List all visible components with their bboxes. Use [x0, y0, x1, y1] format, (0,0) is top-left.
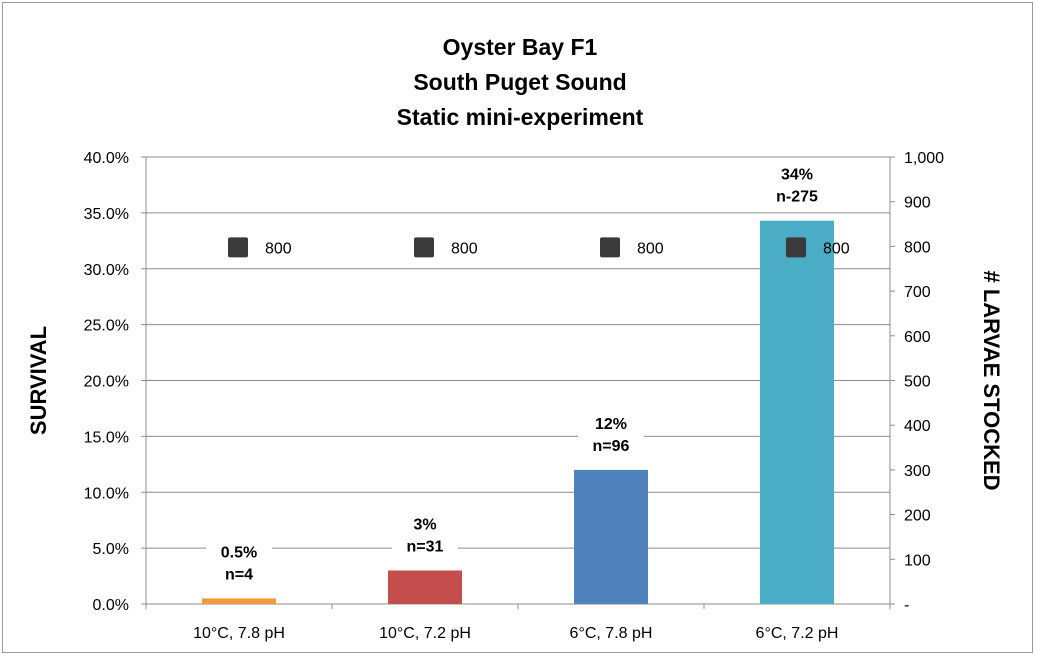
right-tick-label: 400	[904, 418, 931, 435]
marker-label: 800	[451, 240, 478, 257]
x-category-label: 10°C, 7.2 pH	[379, 625, 471, 642]
data-label: n-275	[776, 189, 818, 206]
bar-4	[760, 220, 834, 604]
data-label: n=96	[593, 438, 630, 455]
left-tick-label: 40.0%	[84, 150, 129, 167]
bar-3	[574, 469, 648, 604]
marker-label: 800	[823, 240, 850, 257]
right-tick-label: 800	[904, 239, 931, 256]
right-tick-label: 100	[904, 552, 931, 569]
survival-chart: Oyster Bay F1 South Puget Sound Static min…	[26, 34, 1004, 642]
right-tick-label: 900	[904, 195, 931, 212]
data-label: 34%	[781, 167, 813, 184]
marker-label: 800	[637, 240, 664, 257]
data-label-background	[206, 538, 272, 587]
left-tick-label: 30.0%	[84, 262, 129, 279]
left-tick-label: 35.0%	[84, 206, 129, 223]
right-tick-label: 700	[904, 284, 931, 301]
right-tick-label: 600	[904, 329, 931, 346]
chart-title-line: Oyster Bay F1	[443, 34, 598, 60]
chart-title-line: South Puget Sound	[413, 69, 626, 95]
x-category-label: 10°C, 7.8 pH	[193, 625, 285, 642]
x-category-label: 6°C, 7.8 pH	[570, 625, 653, 642]
marker-label: 800	[265, 240, 292, 257]
data-label: n=31	[407, 538, 444, 555]
right-tick-label: 200	[904, 508, 931, 525]
right-tick-label: 500	[904, 374, 931, 391]
data-label-background	[764, 160, 830, 209]
stocked-marker-2	[414, 237, 434, 258]
stocked-marker-4	[786, 237, 806, 258]
left-tick-label: 10.0%	[84, 485, 129, 502]
right-axis-title: # LARVAE STOCKED	[979, 270, 1004, 490]
left-tick-label: 15.0%	[84, 429, 129, 446]
data-label: n=4	[225, 566, 253, 583]
right-tick-label: 300	[904, 463, 931, 480]
stocked-marker-1	[228, 237, 248, 258]
stocked-marker-3	[600, 237, 620, 258]
chart-title-line: Static mini-experiment	[397, 104, 644, 130]
left-tick-label: 25.0%	[84, 318, 129, 335]
right-tick-label: 1,000	[904, 150, 944, 167]
left-tick-label: 20.0%	[84, 374, 129, 391]
data-label: 3%	[413, 516, 436, 533]
data-label: 0.5%	[221, 544, 257, 561]
data-label-background	[392, 510, 458, 559]
bar-1	[202, 598, 276, 604]
left-tick-label: 0.0%	[93, 597, 129, 614]
data-label-background	[578, 409, 644, 458]
right-tick-label: -	[904, 597, 909, 614]
left-tick-label: 5.0%	[93, 541, 129, 558]
x-category-label: 6°C, 7.2 pH	[756, 625, 839, 642]
left-axis-title: SURVIVAL	[26, 326, 51, 435]
bar-2	[388, 570, 462, 604]
data-label: 12%	[595, 416, 627, 433]
